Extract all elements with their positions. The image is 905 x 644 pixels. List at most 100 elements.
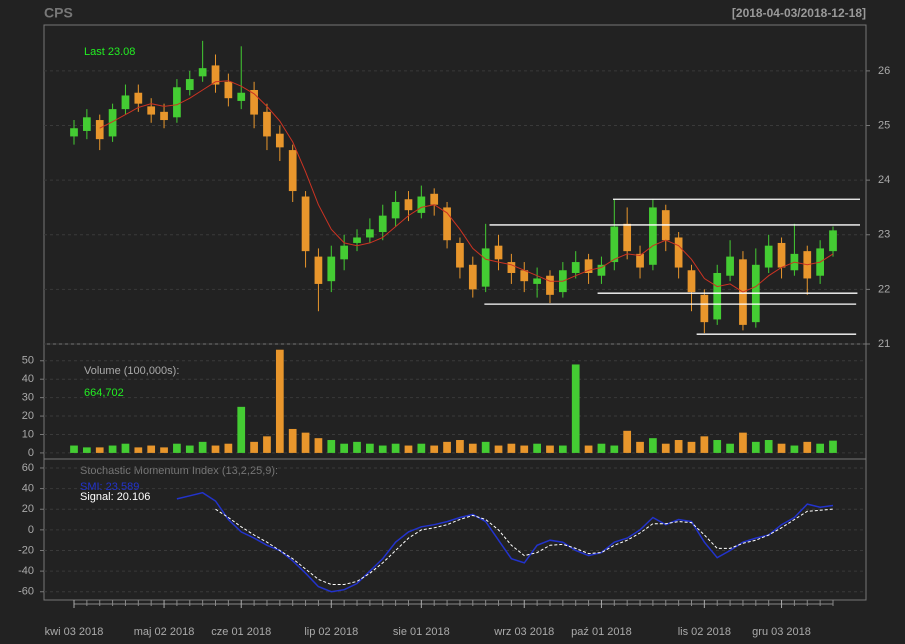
volume-bar	[494, 445, 503, 453]
candle-body	[378, 215, 387, 233]
volume-bar	[533, 443, 541, 453]
candle-body	[649, 207, 657, 265]
volume-bar	[713, 440, 722, 453]
volume-bar	[571, 364, 580, 453]
volume-bar	[288, 428, 297, 453]
legend-entry: Signal: 20.106	[80, 491, 150, 503]
volume-label: Volume (100,000s):	[84, 365, 179, 377]
candle-body	[70, 128, 78, 137]
volume-bar	[777, 443, 786, 453]
y-tick-label: 24	[878, 174, 890, 186]
candle-body	[700, 294, 709, 323]
x-tick-label: wrz 03 2018	[493, 626, 554, 638]
y-tick-label: 20	[22, 503, 34, 515]
candle-body	[391, 201, 400, 219]
y-tick-label: 22	[878, 283, 890, 295]
volume-bar	[456, 440, 464, 453]
volume-bar	[108, 445, 117, 453]
candle-body	[443, 207, 451, 241]
candle-body	[237, 92, 246, 101]
volume-bar	[237, 406, 246, 453]
volume-bar	[597, 443, 606, 453]
volume-bar	[558, 445, 567, 453]
candle-body	[533, 278, 541, 284]
volume-bar	[481, 441, 490, 453]
candle-body	[185, 79, 194, 91]
candle-body	[456, 242, 464, 268]
smi-line	[215, 508, 834, 585]
candle-body	[327, 256, 336, 282]
volume-bar	[751, 441, 760, 453]
candle-body	[314, 256, 323, 284]
volume-bar	[803, 441, 812, 453]
volume-bar	[134, 447, 143, 453]
candle-body	[288, 150, 297, 192]
volume-bar	[816, 443, 824, 453]
y-tick-label: 40	[22, 483, 34, 495]
candle-body	[764, 245, 773, 268]
volume-bar	[829, 440, 837, 453]
volume-bar	[546, 445, 554, 453]
y-tick-label: 20	[22, 410, 34, 422]
y-tick-label: -60	[18, 586, 34, 598]
volume-bar	[185, 445, 194, 453]
date-range: [2018-04-03/2018-12-18]	[732, 6, 866, 20]
volume-bar	[95, 447, 104, 453]
y-tick-label: 30	[22, 392, 34, 404]
candle-body	[83, 117, 91, 131]
candle-body	[417, 196, 426, 213]
volume-bar	[507, 443, 516, 453]
candle-body	[571, 262, 580, 273]
candle-body	[726, 256, 734, 276]
y-tick-label: -20	[18, 544, 34, 556]
volume-bar	[263, 436, 271, 453]
y-tick-label: 50	[22, 355, 34, 367]
volume-bar	[623, 430, 632, 453]
volume-bar	[764, 440, 773, 453]
volume-bar	[340, 443, 349, 453]
plot-frame	[43, 24, 867, 601]
x-tick-label: lis 02 2018	[678, 626, 731, 638]
candle-body	[623, 223, 632, 252]
candle-body	[636, 253, 644, 268]
volume-bar	[443, 441, 451, 453]
x-tick-label: cze 01 2018	[211, 626, 271, 638]
candle-body	[713, 272, 722, 320]
volume-bar	[790, 445, 799, 453]
candle-body	[160, 111, 168, 121]
volume-bar	[430, 445, 439, 453]
candle-body	[777, 242, 786, 268]
y-tick-label: 0	[28, 524, 34, 536]
volume-bar	[661, 443, 670, 453]
candle-body	[224, 81, 233, 99]
volume-bar	[250, 441, 258, 453]
y-tick-label: -40	[18, 565, 34, 577]
y-tick-label: 10	[22, 428, 34, 440]
candle-body	[108, 109, 117, 137]
volume-bar	[404, 445, 413, 453]
volume-bar	[739, 432, 747, 453]
candle-body	[829, 230, 837, 252]
volume-bar	[275, 349, 284, 453]
candle-body	[610, 226, 619, 263]
volume-bar	[173, 443, 181, 453]
volume-bar	[726, 443, 734, 453]
volume-bar	[301, 432, 310, 453]
volume-bar	[83, 447, 91, 453]
volume-bar	[211, 445, 220, 453]
volume-bar	[520, 445, 529, 453]
x-tick-label: sie 01 2018	[393, 626, 450, 638]
candle-body	[404, 199, 413, 211]
x-tick-label: gru 03 2018	[752, 626, 811, 638]
candle-body	[211, 65, 220, 85]
candle-body	[366, 229, 374, 238]
volume-bar	[353, 441, 361, 453]
smi-label: Stochastic Momentum Index (13,2,25,9):	[80, 465, 278, 477]
candle-body	[674, 237, 683, 268]
volume-bar	[700, 436, 709, 453]
volume-bar	[160, 447, 168, 453]
y-tick-label: 21	[878, 338, 890, 350]
candle-body	[546, 275, 554, 295]
candle-body	[121, 95, 130, 110]
